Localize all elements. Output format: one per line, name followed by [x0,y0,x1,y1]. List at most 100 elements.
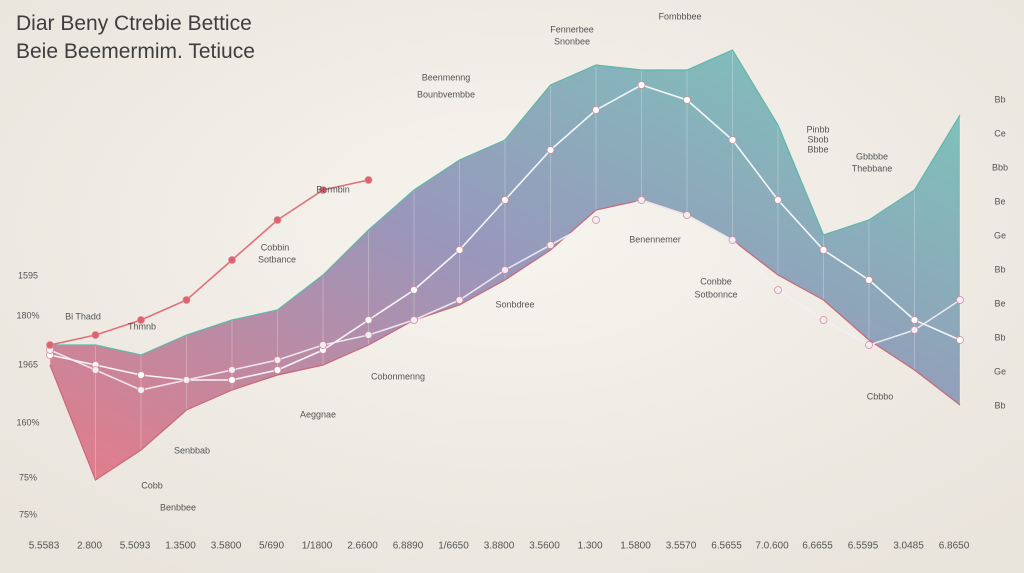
annotation: Thebbane [852,163,893,173]
side-label: Ge [994,230,1006,240]
line-marker [592,106,600,114]
line-marker [956,296,964,304]
line-marker [910,316,919,324]
annotation: Bounbvembbe [417,89,475,99]
side-label: Bb [994,332,1005,342]
y-tick-label: 1595 [18,270,38,280]
line-marker [91,331,100,339]
annotation: Cbbbo [867,391,894,401]
x-tick-label: 5.5583 [29,541,60,552]
x-tick-label: 7.0.600 [755,541,789,552]
side-label: Bbb [992,162,1008,172]
y-tick-label: 75% [19,509,37,519]
y-tick-label: 1965 [18,359,38,369]
x-tick-label: 5/690 [259,541,284,552]
annotation: Gbbbbe [856,151,888,161]
annotation: Sbob [807,134,828,144]
annotation: Cobonmenng [371,371,425,381]
x-tick-label: 2.6600 [347,541,378,552]
annotation: Sotbance [258,254,296,264]
line-marker [137,386,145,394]
side-label: Be [994,196,1005,206]
x-tick-label: 3.5800 [211,541,242,552]
annotation: Pinbb [806,124,829,134]
x-tick-label: 6.5595 [848,541,879,552]
x-tick-label: 3.5600 [529,541,560,552]
x-tick-label: 3.5570 [666,541,697,552]
band-lower-edge [49,199,961,481]
line-marker [592,216,600,224]
line-marker [137,371,145,379]
x-tick-label: 6.8650 [939,541,970,552]
x-tick-label: 1.3500 [165,541,196,552]
annotation: Beenmenng [422,72,471,82]
annotation: Bbbe [807,144,828,154]
line-marker [865,341,873,349]
side-label: Bb [994,264,1005,274]
line-marker [273,366,282,374]
line-marker [546,241,555,249]
side-label: Ge [994,366,1006,376]
line-marker [546,146,555,154]
x-tick-label: 1.5800 [620,541,651,552]
line-marker [319,186,327,194]
line-marker [410,286,418,294]
line-marker [956,336,964,344]
annotation: Senbbab [174,445,210,455]
line-marker [364,331,373,339]
x-tick-label: 1/6650 [438,541,469,552]
line-marker [774,286,782,294]
side-label: Be [994,298,1005,308]
side-label: Bb [994,94,1005,104]
annotation: Bi Thadd [65,311,101,321]
line-marker [364,316,373,324]
annotation: Snonbee [554,36,590,46]
line-marker [637,196,646,204]
x-tick-label: 5.5093 [120,541,151,552]
line-marker [410,316,418,324]
line-marker [182,376,191,384]
band-upper-edge [50,49,961,356]
line-marker [91,366,100,374]
line-marker [683,96,691,104]
line-marker [501,196,509,204]
line-marker [455,246,464,254]
line-marker [228,366,236,374]
line-marker [319,341,327,349]
x-tick-label: 1.300 [577,541,602,552]
annotation: Sonbdree [495,299,534,309]
annotation: Fombbbee [658,11,701,21]
annotation: Cobb [141,480,163,490]
line-marker [273,356,282,364]
x-tick-label: 6.5655 [711,541,742,552]
line-marker [774,196,782,204]
annotation: Cobbin [261,242,290,252]
x-tick-label: 6.6655 [802,541,833,552]
x-tick-label: 3.0485 [893,541,924,552]
side-label: Ce [994,128,1006,138]
line-marker [364,176,373,184]
x-tick-label: 1/1800 [302,541,333,552]
line-marker [728,236,737,244]
annotation: Sotbonnce [694,289,737,299]
line-marker [46,341,54,349]
line-marker [728,136,737,144]
x-tick-label: 3.8800 [484,541,515,552]
annotation: Aeggnae [300,409,336,419]
line-marker [228,376,236,384]
annotation: Fennerbee [550,24,594,34]
line-marker [819,246,828,254]
annotation: Conbbe [700,276,732,286]
annotation: Thmnb [128,321,156,331]
line-marker [910,326,919,334]
x-tick-label: 2.800 [77,541,102,552]
x-tick-label: 6.8890 [393,541,424,552]
line [49,179,369,346]
line-marker [865,276,873,284]
line-marker [819,316,828,324]
annotation: Benennemer [629,234,681,244]
line-marker [273,216,282,224]
y-tick-label: 160% [16,417,39,427]
chart-subtitle: Beie Beemermim. Tetiuce [16,40,255,63]
